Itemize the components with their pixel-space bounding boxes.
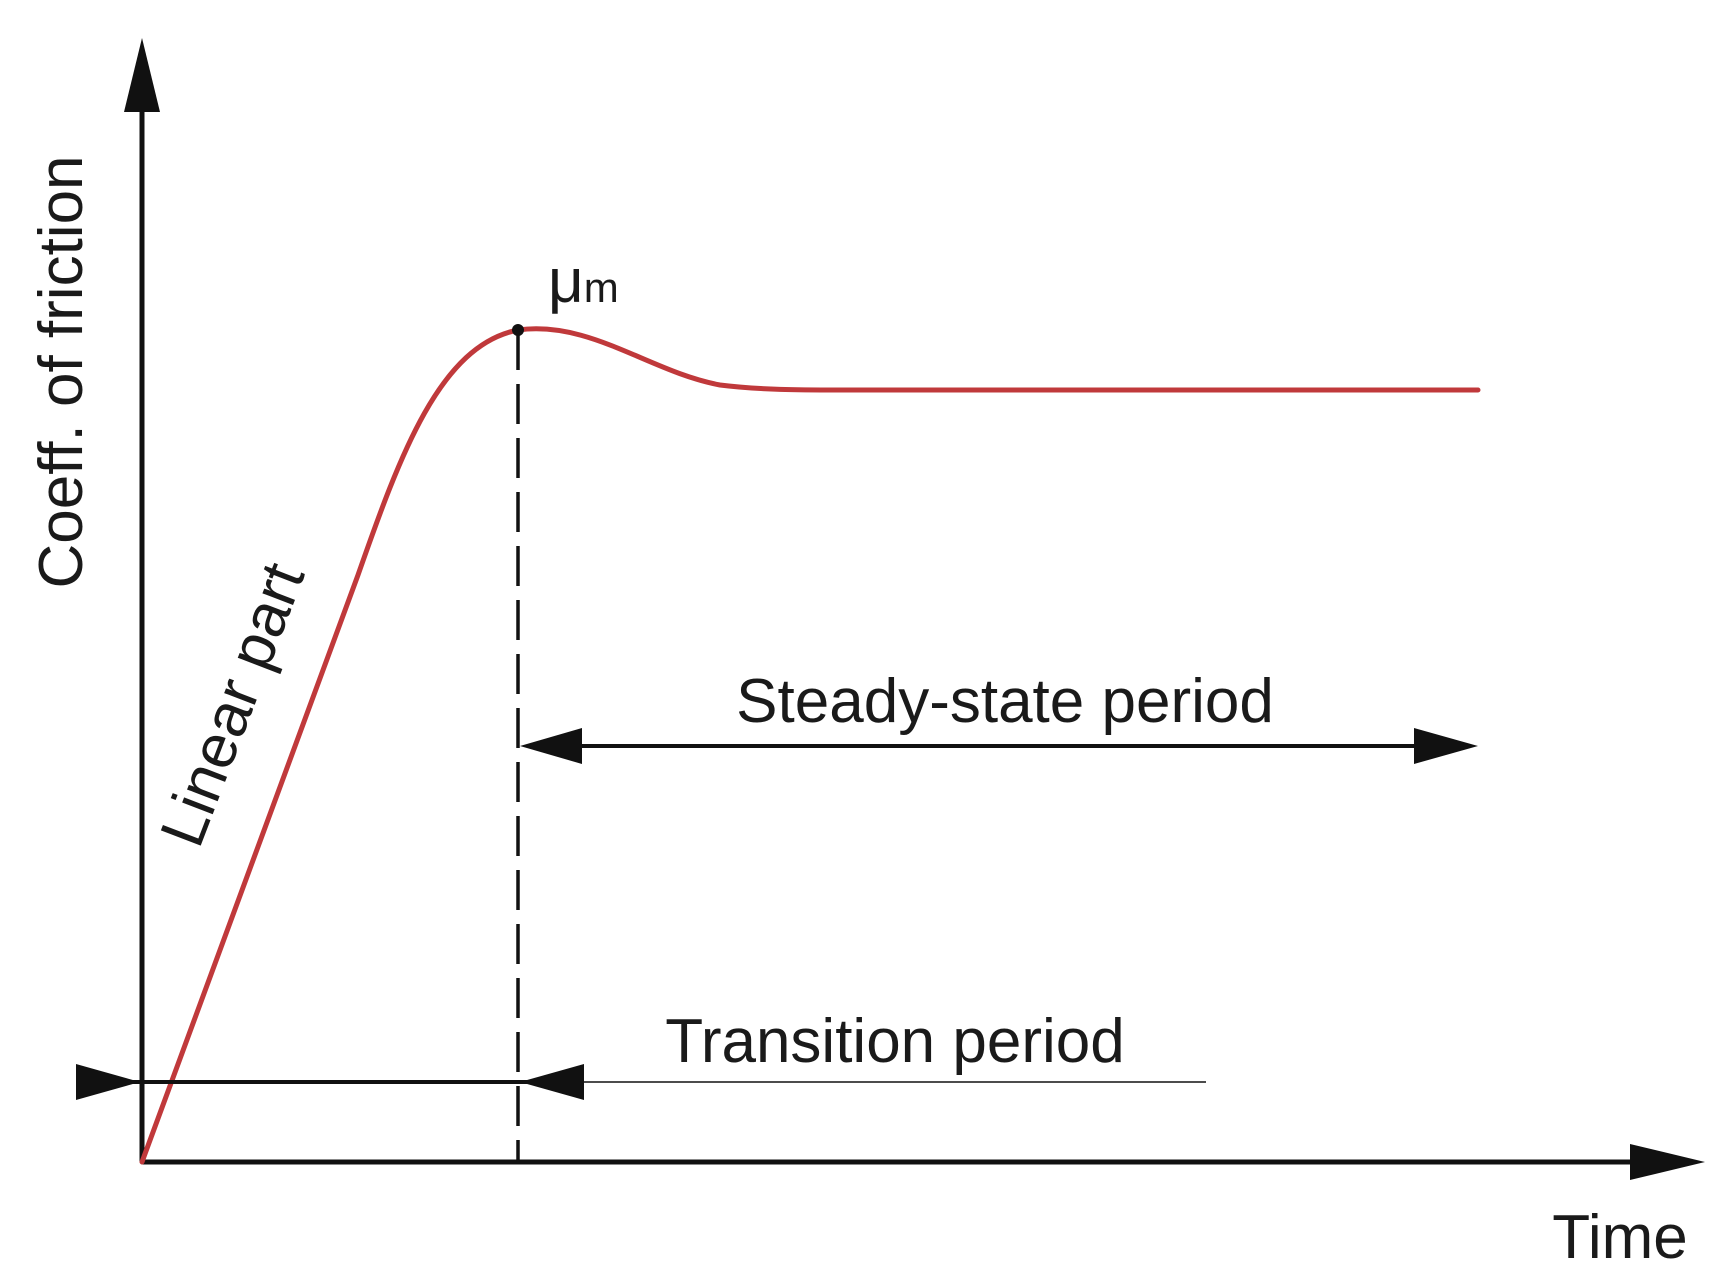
x-axis-label: Time: [1552, 1203, 1687, 1272]
friction-curve: [139, 326, 1481, 1165]
linear-part-label: Linear part: [148, 554, 319, 855]
transition-label: Transition period: [665, 1007, 1125, 1076]
steady-state-arrowhead-right: [1414, 728, 1478, 764]
mu-symbol: μ: [548, 247, 584, 316]
y-axis-label: Coeff. of friction: [27, 155, 96, 588]
transition-arrowhead-right: [520, 1064, 584, 1100]
transition-arrowhead-left: [76, 1064, 140, 1100]
steady-state-label: Steady-state period: [736, 667, 1274, 736]
y-axis-arrowhead: [124, 38, 160, 112]
x-axis-arrowhead: [1630, 1144, 1705, 1180]
peak-point: [512, 324, 524, 336]
mu-subscript: m: [584, 264, 619, 311]
steady-state-arrowhead-left: [520, 728, 582, 764]
mu-peak-label: μm: [548, 247, 619, 316]
